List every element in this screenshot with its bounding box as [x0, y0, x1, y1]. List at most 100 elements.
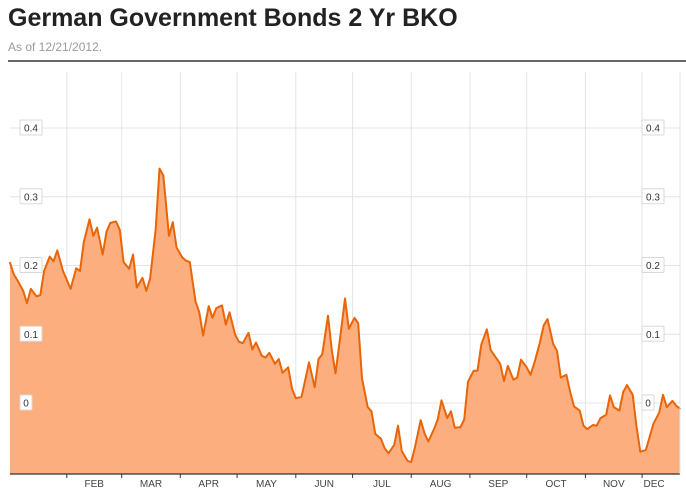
- data-point: [358, 323, 359, 324]
- data-point: [30, 288, 31, 289]
- chart-labels: FEB MAR APR MAY JUN JUL AUG SEP OCT NOV DEC 0.4 0.4 0…: [19, 119, 665, 490]
- data-point: [526, 367, 527, 368]
- data-point: [255, 342, 256, 343]
- data-point: [163, 175, 164, 176]
- x-tick-label-aug: AUG: [430, 479, 452, 490]
- data-point: [208, 306, 209, 307]
- y-tick-label-right: 0.2: [646, 261, 660, 272]
- data-point: [411, 462, 412, 463]
- data-point: [23, 290, 24, 291]
- data-point: [649, 436, 650, 437]
- data-point: [66, 279, 67, 280]
- data-point: [132, 254, 133, 255]
- data-point: [450, 411, 451, 412]
- data-point: [490, 350, 491, 351]
- data-point: [265, 357, 266, 358]
- y-tick-box-right: [641, 188, 665, 205]
- data-point: [348, 328, 349, 329]
- data-point: [613, 407, 614, 408]
- data-point: [49, 256, 50, 257]
- data-point: [494, 355, 495, 356]
- data-point: [79, 270, 80, 271]
- data-point: [185, 260, 186, 261]
- data-point: [182, 257, 183, 258]
- data-point: [335, 373, 336, 374]
- data-point: [367, 407, 368, 408]
- data-point: [433, 429, 434, 430]
- data-point: [216, 308, 217, 309]
- series-line: [9, 167, 681, 464]
- data-point: [278, 358, 279, 359]
- data-point: [659, 412, 660, 413]
- data-point: [676, 405, 677, 406]
- data-point: [467, 381, 468, 382]
- data-point: [248, 332, 249, 333]
- data-point: [301, 396, 302, 397]
- data-point: [13, 274, 14, 275]
- data-point: [322, 354, 323, 355]
- data-point: [513, 379, 514, 380]
- data-point: [384, 448, 385, 449]
- data-point: [454, 427, 455, 428]
- data-point: [229, 312, 230, 313]
- y-tick-box-right: [641, 394, 655, 411]
- data-point: [473, 370, 474, 371]
- y-tick-label-right: 0: [645, 399, 651, 410]
- data-point: [573, 406, 574, 407]
- data-point: [199, 312, 200, 313]
- y-tick-label-right: 0.3: [646, 192, 660, 203]
- data-point: [517, 377, 518, 378]
- x-tick-label-jun: JUN: [314, 479, 333, 490]
- data-point: [441, 400, 442, 401]
- data-point: [331, 350, 332, 351]
- data-point: [354, 317, 355, 318]
- data-point: [62, 270, 63, 271]
- data-point: [666, 407, 667, 408]
- data-point: [397, 425, 398, 426]
- data-point: [477, 370, 478, 371]
- data-point: [189, 262, 190, 263]
- data-point: [394, 444, 395, 445]
- data-point: [318, 358, 319, 359]
- data-point: [142, 277, 143, 278]
- data-point: [600, 418, 601, 419]
- data-point: [327, 315, 328, 316]
- data-point: [36, 296, 37, 297]
- data-point: [632, 394, 633, 395]
- y-tick-label-left: 0: [23, 399, 29, 410]
- data-point: [305, 379, 306, 380]
- data-point: [609, 395, 610, 396]
- data-point: [70, 288, 71, 289]
- page-title: German Government Bonds 2 Yr BKO: [8, 4, 458, 32]
- series-area-fill: [10, 168, 680, 474]
- data-point: [539, 342, 540, 343]
- data-point: [123, 262, 124, 263]
- y-tick-label-right: 0.4: [646, 124, 660, 135]
- data-point: [252, 349, 253, 350]
- data-point: [176, 247, 177, 248]
- data-point: [129, 268, 130, 269]
- data-point: [636, 426, 637, 427]
- data-point: [640, 451, 641, 452]
- data-point: [221, 305, 222, 306]
- data-point: [136, 287, 137, 288]
- data-point: [53, 261, 54, 262]
- y-tick-box-right: [641, 257, 665, 273]
- data-point: [380, 438, 381, 439]
- y-tick-box-left: [19, 119, 43, 136]
- data-point: [566, 374, 567, 375]
- data-point: [269, 352, 270, 353]
- data-point: [115, 221, 116, 222]
- data-point: [547, 319, 548, 320]
- data-point: [587, 429, 588, 430]
- data-point: [26, 303, 27, 304]
- data-point: [520, 359, 521, 360]
- data-point: [428, 441, 429, 442]
- data-point: [560, 377, 561, 378]
- data-point: [626, 385, 627, 386]
- data-point: [44, 270, 45, 271]
- as-of-date: As of 12/21/2012.: [8, 40, 103, 54]
- x-tick-label-oct: OCT: [545, 479, 566, 490]
- data-point: [159, 168, 160, 169]
